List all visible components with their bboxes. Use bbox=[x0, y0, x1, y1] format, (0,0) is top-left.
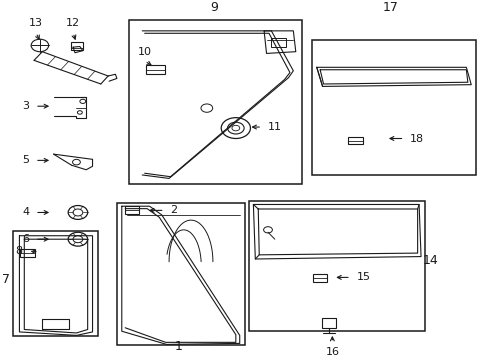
Text: 2: 2 bbox=[170, 206, 177, 215]
Text: 10: 10 bbox=[138, 47, 151, 57]
Text: 12: 12 bbox=[66, 18, 80, 28]
Bar bbox=[311, 40, 475, 175]
Bar bbox=[312, 274, 327, 282]
Bar bbox=[117, 203, 244, 345]
Bar bbox=[20, 249, 35, 257]
Bar bbox=[124, 206, 139, 214]
Bar bbox=[146, 64, 164, 74]
Bar bbox=[249, 201, 424, 331]
Text: 11: 11 bbox=[267, 122, 282, 132]
Text: 1: 1 bbox=[175, 340, 183, 353]
Bar bbox=[321, 318, 336, 328]
Text: 4: 4 bbox=[22, 207, 29, 217]
Bar bbox=[13, 230, 98, 337]
Text: 18: 18 bbox=[409, 134, 424, 144]
Text: 16: 16 bbox=[325, 347, 339, 357]
Text: 5: 5 bbox=[22, 156, 29, 165]
Text: 13: 13 bbox=[29, 18, 43, 28]
Text: 6: 6 bbox=[22, 234, 29, 244]
Text: 3: 3 bbox=[22, 101, 29, 111]
Text: 15: 15 bbox=[356, 273, 370, 282]
Bar bbox=[271, 39, 285, 47]
Bar bbox=[347, 137, 362, 144]
Text: 17: 17 bbox=[382, 1, 398, 14]
Text: 9: 9 bbox=[210, 1, 218, 14]
Bar bbox=[128, 21, 302, 184]
Text: 8: 8 bbox=[16, 246, 23, 256]
Text: 14: 14 bbox=[422, 254, 438, 267]
Text: 7: 7 bbox=[2, 273, 10, 286]
Bar bbox=[70, 42, 82, 50]
